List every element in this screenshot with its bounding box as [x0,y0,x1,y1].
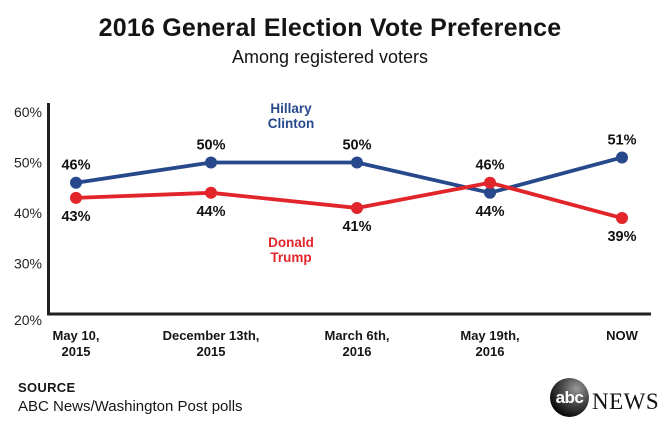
x-axis-label: 2016 [476,344,505,359]
value-label-hillary-clinton: 46% [61,158,90,174]
point-donald-trump [351,201,363,214]
value-label-hillary-clinton: 50% [342,138,371,154]
y-tick-label: 20% [14,312,42,328]
point-hillary-clinton [70,176,82,189]
x-axis-label: 2016 [343,344,372,359]
chart-subtitle: Among registered voters [231,47,429,67]
chart-title: 2016 General Election Vote Preference [98,14,562,42]
point-hillary-clinton [351,156,363,169]
series-label-hillary-clinton: Clinton [268,116,315,131]
x-axis-label: May 10, [53,328,100,343]
series-label-hillary-clinton: Hillary [270,101,312,116]
x-axis-label: May 19th, [460,328,519,343]
series-label-donald-trump: Donald [268,235,314,250]
y-tick-label: 50% [14,155,42,171]
value-label-donald-trump: 41% [342,219,371,235]
x-axis-label: March 6th, [324,328,389,343]
point-donald-trump [616,212,628,225]
y-tick-label: 30% [14,256,42,272]
value-label-donald-trump: 46% [475,158,504,174]
value-label-hillary-clinton: 44% [475,204,504,220]
value-label-donald-trump: 39% [607,229,636,245]
source-text: ABC News/Washington Post polls [18,398,243,415]
point-hillary-clinton [205,156,217,169]
x-axis-label: 2015 [62,344,91,359]
series-label-donald-trump: Trump [270,250,311,265]
abc-logo-circle: abc [550,378,589,417]
x-axis-label: NOW [606,328,639,343]
value-label-hillary-clinton: 51% [607,132,636,148]
x-axis-label: 2015 [197,344,226,359]
point-hillary-clinton [484,186,496,199]
x-axis-label: December 13th, [163,328,260,343]
y-tick-label: 40% [14,205,42,221]
point-hillary-clinton [616,151,628,164]
y-tick-label: 60% [14,104,42,120]
point-donald-trump [70,191,82,204]
abc-logo-text: abc [555,387,584,407]
source-label: SOURCE [18,380,76,395]
news-wordmark: NEWS [592,389,660,414]
line-donald-trump [74,180,624,220]
value-label-hillary-clinton: 50% [196,138,225,154]
line-hillary-clinton [74,155,624,195]
value-label-donald-trump: 43% [61,209,90,225]
point-donald-trump [484,176,496,189]
value-label-donald-trump: 44% [196,204,225,220]
point-donald-trump [205,186,217,199]
